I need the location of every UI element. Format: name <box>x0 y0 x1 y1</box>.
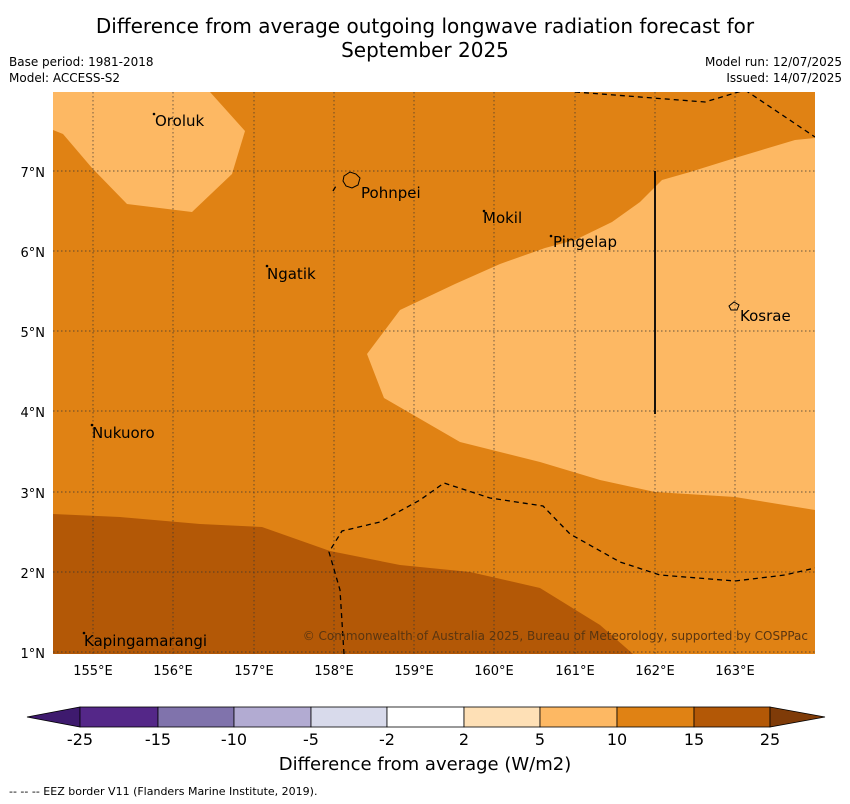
colorbar-segment <box>310 706 388 728</box>
colorbar-segment <box>79 706 159 728</box>
base-period: Base period: 1981-2018 <box>9 55 154 69</box>
lon-tick-163e: 163°E <box>715 664 755 679</box>
band-5-10-northwest <box>53 92 245 212</box>
meta-right: Model run: 12/07/2025 Issued: 14/07/2025 <box>705 54 842 86</box>
lon-tick-155e: 155°E <box>73 664 113 679</box>
colorbar-tick: 25 <box>760 730 780 749</box>
lat-tick-6n: 6°N <box>21 246 46 261</box>
eez-footnote: -- -- -- EEZ border V11 (Flanders Marine… <box>9 785 318 798</box>
colorbar-tick: -15 <box>145 730 171 749</box>
title-line-2: September 2025 <box>341 38 509 62</box>
lon-tick-158e: 158°E <box>314 664 354 679</box>
title-line-1: Difference from average outgoing longwav… <box>95 14 755 38</box>
colorbar-tick: 10 <box>607 730 627 749</box>
colorbar <box>26 706 826 728</box>
colorbar-tick: -25 <box>67 730 93 749</box>
colorbar-segment <box>233 706 312 728</box>
lon-tick-159e: 159°E <box>394 664 434 679</box>
colorbar-tick: -5 <box>303 730 319 749</box>
colorbar-segment <box>386 706 465 728</box>
colorbar-segment <box>157 706 235 728</box>
islands <box>82 112 740 635</box>
colorbar-segment <box>616 706 695 728</box>
colorbar-segment <box>539 706 618 728</box>
lon-tick-162e: 162°E <box>635 664 675 679</box>
lon-tick-161e: 161°E <box>555 664 595 679</box>
place-label-oroluk: Oroluk <box>155 112 204 130</box>
model-name: Model: ACCESS-S2 <box>9 71 121 85</box>
colorbar-segment <box>463 706 541 728</box>
nukuoro-dot <box>90 423 94 427</box>
map-title: Difference from average outgoing longwav… <box>0 14 850 62</box>
pingelap-dot <box>549 234 553 238</box>
colorbar-tick: -10 <box>221 730 247 749</box>
colorbar-extend-low <box>26 706 81 728</box>
colorbar-extend-high <box>769 706 826 728</box>
lat-tick-1n: 1°N <box>21 647 46 662</box>
band-5-10-east <box>367 138 815 510</box>
lat-tick-4n: 4°N <box>21 406 46 421</box>
band-15-25 <box>53 514 633 654</box>
kapingamarangi-dot <box>82 631 86 635</box>
colorbar-tick: -2 <box>379 730 395 749</box>
lon-tick-157e: 157°E <box>234 664 274 679</box>
copyright-note: © Commonwealth of Australia 2025, Bureau… <box>303 629 808 643</box>
meta-left: Base period: 1981-2018 Model: ACCESS-S2 <box>9 54 154 86</box>
lat-tick-3n: 3°N <box>21 487 46 502</box>
colorbar-title: Difference from average (W/m2) <box>278 754 572 775</box>
colorbar-tick: 2 <box>459 730 469 749</box>
place-label-mokil: Mokil <box>483 209 522 227</box>
ngatik-dot <box>265 264 269 268</box>
colorbar-tick: 15 <box>684 730 704 749</box>
colorbar-segment <box>693 706 771 728</box>
colorbar-tick: 5 <box>535 730 545 749</box>
place-label-pingelap: Pingelap <box>553 233 617 251</box>
oroluk-dot <box>152 112 156 116</box>
model-run: Model run: 12/07/2025 <box>704 55 842 69</box>
mokil-dot <box>482 209 486 213</box>
lat-tick-7n: 7°N <box>21 166 46 181</box>
place-label-ngatik: Ngatik <box>267 265 316 283</box>
lon-tick-156e: 156°E <box>153 664 193 679</box>
map-area: Oroluk Pohnpei Mokil Pingelap Ngatik Kos… <box>53 92 815 654</box>
kosrae-island <box>728 301 740 311</box>
place-label-nukuoro: Nukuoro <box>92 424 155 442</box>
lat-tick-5n: 5°N <box>21 326 46 341</box>
eez-border <box>328 92 815 654</box>
place-label-kapingamarangi: Kapingamarangi <box>84 632 207 650</box>
lat-tick-2n: 2°N <box>21 567 46 582</box>
lon-tick-160e: 160°E <box>474 664 514 679</box>
issued-date: Issued: 14/07/2025 <box>726 71 842 85</box>
place-label-kosrae: Kosrae <box>740 307 791 325</box>
place-label-pohnpei: Pohnpei <box>361 184 421 202</box>
pohnpei-island <box>342 171 361 189</box>
